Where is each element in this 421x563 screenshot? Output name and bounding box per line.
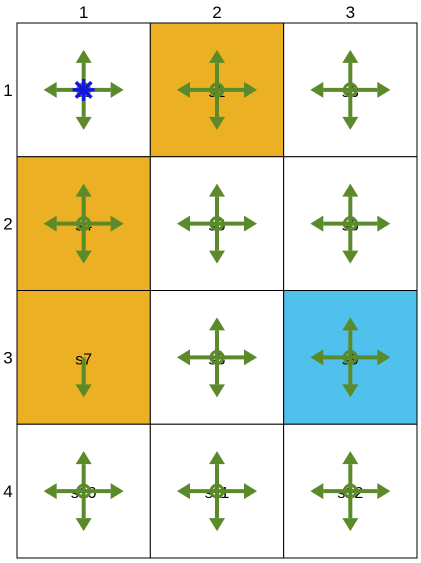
hub-circle [76, 216, 92, 232]
hub-circle [342, 82, 358, 98]
column-label: 2 [212, 3, 221, 22]
cell-policy [310, 317, 391, 398]
column-label: 1 [79, 3, 88, 22]
hub-circle [342, 483, 358, 499]
hub-circle [209, 216, 225, 232]
hub-circle [209, 483, 225, 499]
cell-policy [43, 49, 124, 130]
axis-labels: 1 2 3 1 2 3 4 [3, 3, 355, 501]
cell-policy [310, 183, 391, 264]
arrow-down-icon [75, 357, 92, 398]
row-label: 3 [3, 348, 12, 367]
cell-policy [43, 183, 124, 264]
column-label: 3 [346, 3, 355, 22]
cell-policy [176, 317, 257, 398]
row-label: 1 [3, 81, 12, 100]
cell-policy [75, 357, 92, 398]
agent-star-icon [72, 78, 95, 101]
row-label: 2 [3, 215, 12, 234]
cell-policy [176, 183, 257, 264]
cell-policy [310, 451, 391, 532]
cell-policy [176, 49, 257, 130]
cell-policy [176, 451, 257, 532]
hub-circle [342, 216, 358, 232]
policy-arrows [43, 49, 391, 532]
cell-policy [310, 49, 391, 130]
hub-circle [342, 349, 358, 365]
row-label: 4 [3, 482, 12, 501]
hub-circle [76, 483, 92, 499]
cell-policy [43, 451, 124, 532]
hub-circle [209, 349, 225, 365]
hub-circle [209, 82, 225, 98]
